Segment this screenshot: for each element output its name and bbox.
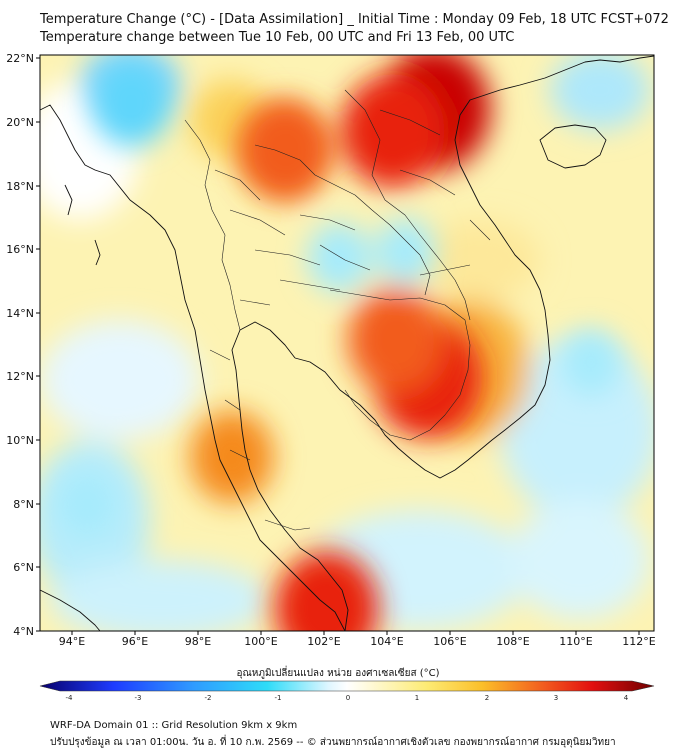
colorbar-tick-label: 1 [415, 694, 419, 702]
region-northeast-thailand [307, 222, 372, 293]
region-north-thailand [239, 99, 332, 201]
provinces-laos-vietnam [379, 109, 491, 276]
lat-tick-label: 14°N [6, 307, 34, 320]
lat-tick-6: 6°N [13, 561, 40, 574]
lon-tick-label: 100°E [244, 635, 277, 648]
colorbar-bar [39, 680, 655, 692]
map-title: Temperature Change (°C) - [Data Assimila… [40, 12, 669, 27]
lon-tick-label: 106°E [433, 635, 466, 648]
coastline-sumatra [39, 589, 101, 632]
border-thailand-malaysia [264, 519, 311, 531]
lon-tick-label: 98°E [185, 635, 211, 648]
lon-tick-98: 98°E [185, 631, 211, 648]
region-north-myanmar [91, 58, 172, 147]
lat-tick-label: 6°N [13, 561, 34, 574]
lon-tick-label: 110°E [559, 635, 592, 648]
colorbar-tick-label: 0 [346, 694, 350, 702]
lat-tick-20: 20°N [6, 116, 40, 129]
footer-model-info: WRF-DA Domain 01 :: Grid Resolution 9km … [50, 720, 298, 731]
x-axis: 94°E 96°E 98°E 100°E 102°E 104°E 106°E 1… [59, 631, 656, 648]
lat-tick-label: 4°N [13, 625, 34, 638]
lat-tick-22: 22°N [6, 52, 40, 65]
coastline-myanmar-thailand-peninsula [39, 104, 346, 632]
border-myanmar-thailand [184, 119, 241, 331]
lat-tick-label: 10°N [6, 434, 34, 447]
map-subtitle: Temperature change between Tue 10 Feb, 0… [40, 30, 515, 45]
colorbar-tick-label: -2 [205, 694, 212, 702]
footer-credit: ปรับปรุงข้อมูล ณ เวลา 01:00น. วัน อ. ที่… [50, 737, 616, 748]
coastline-gulf-thailand-east [294, 55, 655, 479]
lat-tick-label: 20°N [6, 116, 34, 129]
lon-tick-104: 104°E [370, 631, 404, 648]
colorbar-tick-label: 3 [554, 694, 558, 702]
map-frame [39, 54, 655, 632]
region-northeast-thailand-east [375, 218, 436, 285]
lat-tick-label: 16°N [6, 243, 34, 256]
lat-tick-label: 8°N [13, 498, 34, 511]
coastline-hainan [539, 124, 607, 169]
lon-tick-102: 102°E [307, 631, 341, 648]
lat-tick-12: 12°N [6, 370, 40, 383]
region-andaman-sea-west [58, 472, 117, 537]
lat-tick-label: 12°N [6, 370, 34, 383]
lat-tick-16: 16°N [6, 243, 40, 256]
colorbar-tick-label: -4 [66, 694, 74, 702]
lon-tick-110: 110°E [559, 631, 593, 648]
lon-tick-96: 96°E [122, 631, 148, 648]
provinces-thailand [209, 169, 371, 461]
border-thailand-laos [254, 144, 431, 296]
lon-tick-94: 94°E [59, 631, 85, 648]
border-cambodia [329, 289, 471, 441]
colorbar-tick-label: -1 [275, 694, 282, 702]
lat-tick-label: 18°N [6, 180, 34, 193]
colorbar: -4 -3 -2 -1 0 1 2 3 4 [39, 680, 655, 702]
colorbar-tick-label: -3 [135, 694, 142, 702]
lat-tick-14: 14°N [6, 307, 40, 320]
lon-tick-108: 108°E [496, 631, 530, 648]
lon-tick-label: 102°E [307, 635, 340, 648]
lon-tick-100: 100°E [244, 631, 278, 648]
lon-tick-106: 106°E [433, 631, 467, 648]
region-gulf-of-thailand-south [274, 551, 379, 631]
border-laos-vietnam [344, 89, 471, 321]
colorbar-label: อุณหภูมิเปลี่ยนแปลง หน่วย องศาเซลเซียส (… [236, 668, 440, 679]
lon-tick-label: 112°E [622, 635, 655, 648]
lat-tick-4: 4°N [13, 625, 40, 638]
coastlines [39, 55, 655, 632]
lat-tick-10: 10°N [6, 434, 40, 447]
colorbar-tick-label: 2 [485, 694, 489, 702]
coastline-andaman-islands [64, 184, 101, 266]
region-north-laos [340, 73, 445, 189]
lat-tick-18: 18°N [6, 180, 40, 193]
lon-tick-label: 108°E [496, 635, 529, 648]
coastline-gulf-thailand-west [231, 321, 349, 632]
lat-tick-8: 8°N [13, 498, 40, 511]
region-south-china-sea-east [561, 328, 622, 395]
lon-tick-112: 112°E [622, 631, 656, 648]
lon-tick-label: 104°E [370, 635, 403, 648]
region-tonle-sap [347, 287, 444, 393]
lat-tick-label: 22°N [6, 52, 34, 65]
borders [184, 89, 491, 531]
y-axis: 22°N 20°N 18°N 16°N 14°N 12°N 10°N 8°N 6… [6, 52, 40, 638]
colorbar-tick-label: 4 [624, 694, 629, 702]
lon-tick-label: 94°E [59, 635, 85, 648]
region-peninsula-west-coast [190, 410, 275, 504]
temperature-field [40, 55, 654, 631]
lon-tick-label: 96°E [122, 635, 148, 648]
colorbar-ticks: -4 -3 -2 -1 0 1 2 3 4 [66, 694, 629, 702]
